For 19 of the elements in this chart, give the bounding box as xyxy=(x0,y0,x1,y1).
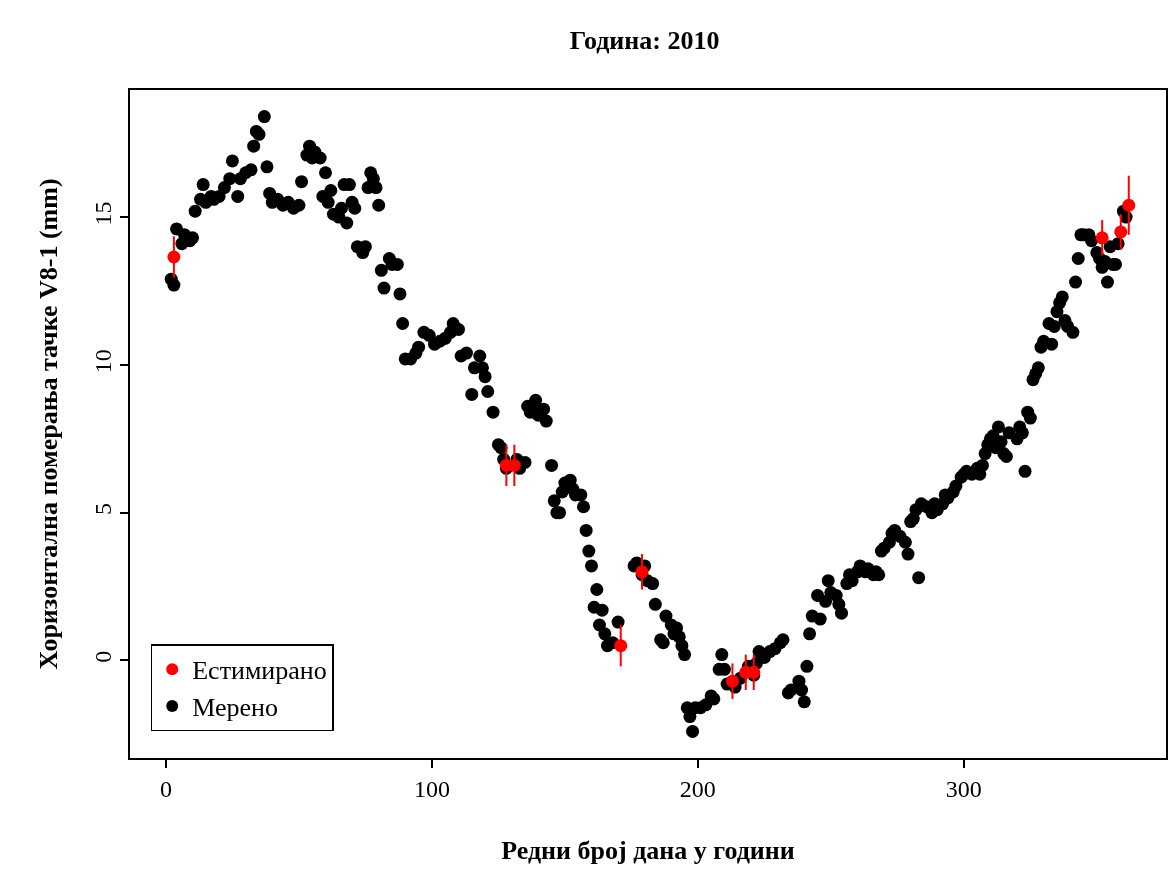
point xyxy=(1122,198,1136,212)
point xyxy=(1114,225,1128,239)
y-tick-label: 15 xyxy=(89,201,116,226)
y-tick-label: 5 xyxy=(89,503,116,516)
y-axis-title: Хоризонтална померања тачке V8-1 (mm) xyxy=(33,178,63,670)
legend-label: Естимирано xyxy=(192,656,327,686)
x-tick-label: 0 xyxy=(159,775,172,802)
x-tick-label: 100 xyxy=(413,775,450,802)
point xyxy=(167,250,181,264)
y-tick-label: 0 xyxy=(89,650,116,663)
x-tick-label: 200 xyxy=(679,775,716,802)
point xyxy=(1095,231,1109,245)
x-tick-label: 300 xyxy=(945,775,982,802)
chart-title: Година: 2010 xyxy=(569,26,720,56)
point xyxy=(725,674,739,688)
legend-label: Мерено xyxy=(192,693,278,723)
x-axis-title: Редни број дана у години xyxy=(501,835,795,865)
y-tick-label: 10 xyxy=(89,349,116,374)
point xyxy=(614,639,628,653)
